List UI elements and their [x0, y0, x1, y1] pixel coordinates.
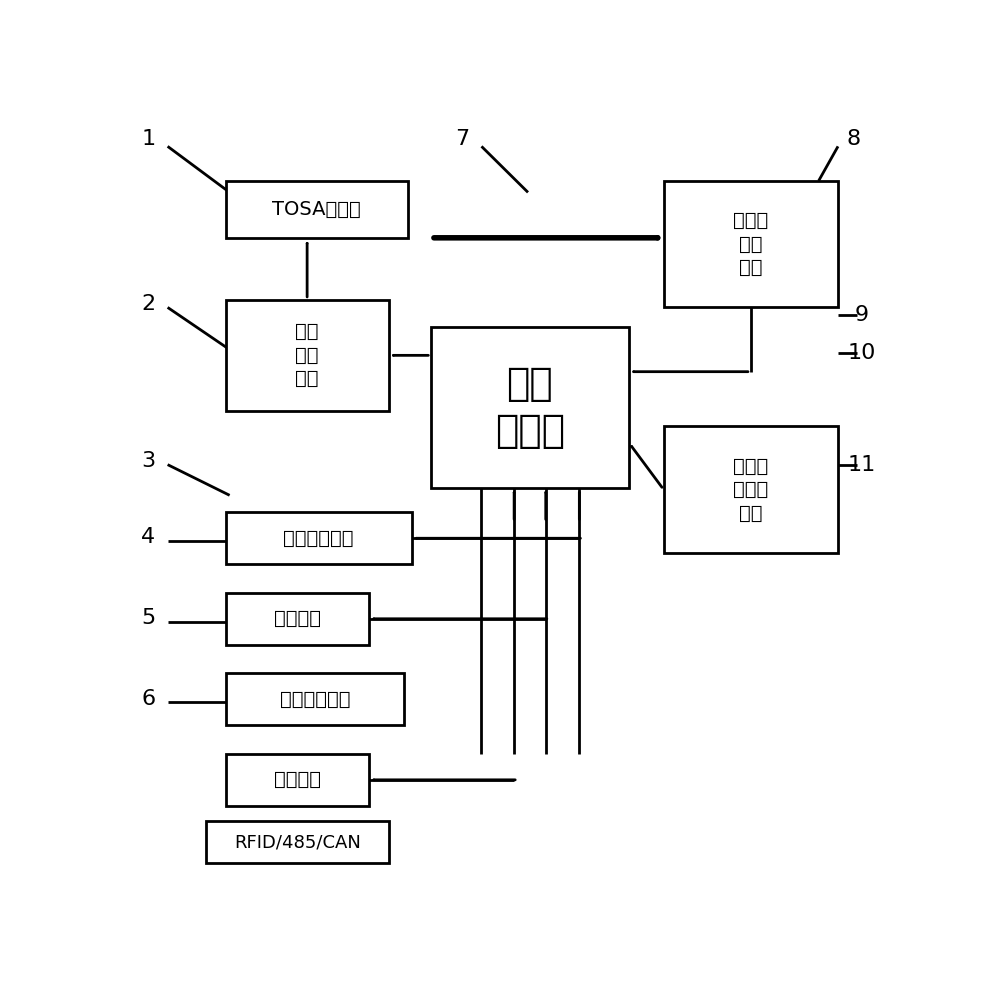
Bar — [431, 327, 629, 488]
Bar — [206, 822, 388, 864]
Text: 11: 11 — [847, 454, 875, 475]
Text: TOSA激光器: TOSA激光器 — [272, 200, 361, 219]
Text: 浓度显示模块: 浓度显示模块 — [284, 529, 354, 548]
Text: 电压信
号采集
模块: 电压信 号采集 模块 — [733, 456, 768, 523]
Text: 人机交互模块: 人机交互模块 — [280, 690, 350, 709]
Bar — [664, 426, 838, 553]
Text: 报警模块: 报警模块 — [274, 610, 321, 628]
Text: 10: 10 — [847, 344, 875, 364]
Bar — [664, 181, 838, 308]
Text: 中央
控制器: 中央 控制器 — [495, 365, 565, 449]
Bar — [226, 593, 369, 644]
Text: 6: 6 — [141, 688, 155, 708]
Text: 4: 4 — [141, 528, 155, 548]
Bar — [226, 512, 412, 565]
Text: 光信号
处理
模块: 光信号 处理 模块 — [733, 211, 768, 277]
Text: 通讯模块: 通讯模块 — [274, 770, 321, 790]
Bar — [226, 181, 408, 238]
Text: 7: 7 — [455, 128, 469, 148]
Text: RFID/485/CAN: RFID/485/CAN — [234, 834, 361, 852]
Bar — [226, 300, 388, 411]
Text: 2: 2 — [141, 294, 155, 314]
Text: 光源
控制
模块: 光源 控制 模块 — [295, 323, 319, 388]
Text: 9: 9 — [854, 305, 868, 325]
Text: 3: 3 — [141, 451, 155, 471]
Text: 1: 1 — [141, 128, 155, 148]
Text: 8: 8 — [846, 128, 861, 148]
Bar — [226, 754, 369, 806]
Text: 5: 5 — [141, 608, 155, 628]
Bar — [226, 673, 404, 725]
